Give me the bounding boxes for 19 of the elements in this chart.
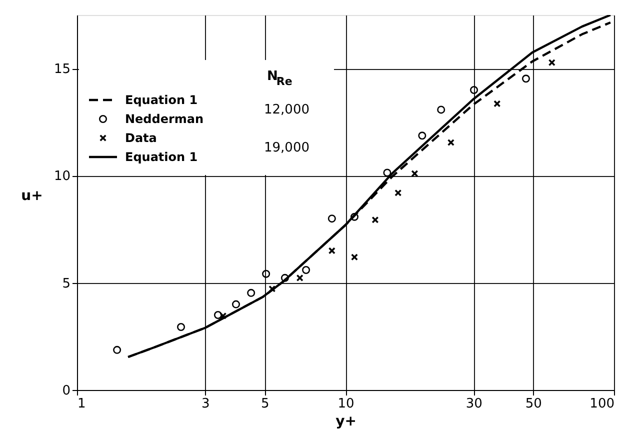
annotation: 19,000 xyxy=(264,140,310,156)
legend-label: Equation 1 xyxy=(125,93,198,107)
x-axis-title: y+ xyxy=(336,414,356,430)
y-tick-label: 0 xyxy=(62,384,70,398)
x-tick-label: 30 xyxy=(466,396,482,412)
x-tick-label: 50 xyxy=(525,396,542,412)
x-tick-label: 5 xyxy=(261,396,270,412)
legend-label: Nedderman xyxy=(125,112,204,126)
y-axis-title: u+ xyxy=(21,188,43,204)
y-tick-label: 15 xyxy=(54,62,70,78)
x-tick-label: 100 xyxy=(590,396,614,412)
legend-label: Data xyxy=(125,131,157,145)
y-tick-label: 5 xyxy=(62,276,70,292)
y-tick-label: 10 xyxy=(54,169,70,184)
legend-label: Equation 1 xyxy=(125,150,198,164)
x-tick-label: 10 xyxy=(338,396,354,412)
x-tick-label: 1 xyxy=(78,396,86,412)
x-tick-label: 3 xyxy=(201,396,210,412)
annotation: 12,000 xyxy=(264,102,310,118)
